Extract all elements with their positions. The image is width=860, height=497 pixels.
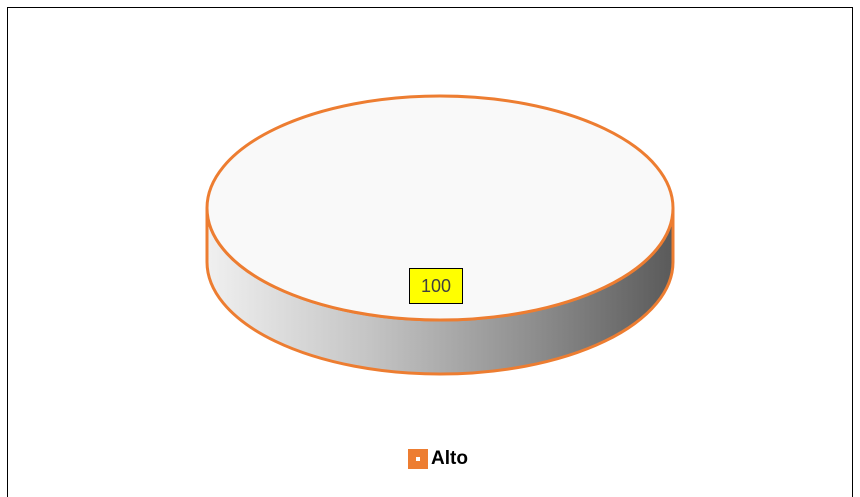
pie-slice-alto — [205, 94, 675, 322]
legend-label-alto: Alto — [431, 448, 468, 469]
legend: Alto — [408, 448, 468, 470]
legend-swatch-alto — [408, 449, 428, 469]
data-label-alto: 100 — [409, 268, 463, 304]
